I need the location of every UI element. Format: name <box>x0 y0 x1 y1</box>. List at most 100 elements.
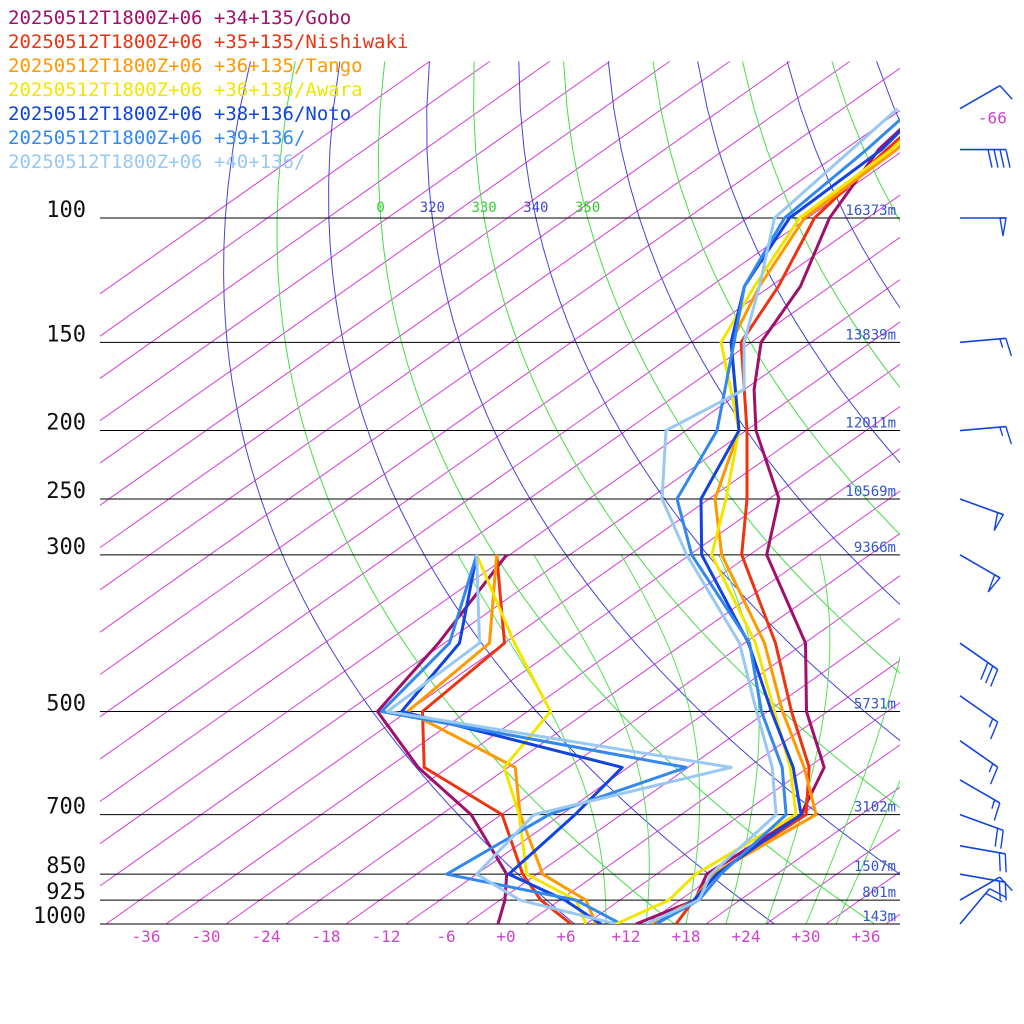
temperature-line-6 <box>655 117 900 924</box>
isotherm <box>100 60 430 295</box>
isotherm <box>100 60 730 506</box>
isotherm <box>100 60 490 337</box>
isotherm <box>100 60 610 422</box>
wind-barb <box>959 845 1007 873</box>
axis-labels: 100 16373m 150 13839m 200 12011m 250 10569m 300 9… <box>33 108 1007 946</box>
dry-adiabat <box>652 61 900 536</box>
dry-adiabat <box>328 61 776 924</box>
height-label: 1507m <box>854 859 896 875</box>
temperature-line-4 <box>615 139 900 924</box>
profiles <box>376 107 900 924</box>
pressure-label: 925 <box>46 880 86 905</box>
wind-barb <box>959 642 999 687</box>
isotherm <box>285 490 900 924</box>
wind-barb <box>959 84 1013 110</box>
height-label: 16373m <box>845 203 896 219</box>
isotherm <box>525 659 900 924</box>
wind-barb <box>959 873 1007 901</box>
isotherm <box>645 744 900 924</box>
moist-adiabat <box>620 554 701 924</box>
dewpoint-line-3 <box>406 554 598 924</box>
theta-label: 320 <box>420 200 445 216</box>
isotherm <box>100 194 900 760</box>
height-label: 143m <box>862 909 896 925</box>
legend-item-5: 20250512T1800Z+06 +38+136/Noto <box>8 103 351 125</box>
isotherm <box>1006 61 1024 924</box>
theta-label: 0 <box>376 200 384 216</box>
dewpoint-line-4 <box>475 554 588 924</box>
theta-label: 330 <box>471 200 496 216</box>
wind-barb <box>959 888 1007 925</box>
temperature-tick-label: +0 <box>496 927 515 946</box>
height-label: 10569m <box>845 484 896 500</box>
pressure-label: 850 <box>46 854 86 879</box>
isotherm <box>100 321 900 887</box>
legend-item-7: 20250512T1800Z+06 +40+136/ <box>8 151 305 173</box>
legend-item-3: 20250512T1800Z+06 +36+135/Tango <box>8 55 363 77</box>
wind-barb <box>959 554 1001 593</box>
wind-barb <box>959 337 1013 357</box>
moist-adiabat <box>765 554 831 924</box>
wind-barb <box>959 425 1013 445</box>
wind-barb <box>960 148 1011 168</box>
temperature-tick-label: +30 <box>792 927 821 946</box>
dry-adiabat <box>223 61 576 924</box>
temperature-tick-label: +24 <box>732 927 761 946</box>
wind-barb <box>959 813 1004 849</box>
isotherm <box>100 60 850 591</box>
wind-barb <box>959 695 999 740</box>
height-label: 12011m <box>845 416 896 432</box>
pressure-label: 200 <box>46 411 86 436</box>
height-label: 13839m <box>845 327 896 343</box>
wind-barb <box>959 779 1001 821</box>
height-label: 801m <box>862 885 896 901</box>
legend-item-4: 20250512T1800Z+06 +36+136/Awara <box>8 79 363 101</box>
isotherm <box>100 152 900 718</box>
dewpoint-line-1 <box>376 553 509 924</box>
theta-label: 340 <box>523 200 548 216</box>
isotherm <box>100 60 790 549</box>
moist-adiabat <box>835 779 900 924</box>
isotherm <box>405 575 900 924</box>
temperature-tick-label: -24 <box>252 927 281 946</box>
dewpoint-line-7 <box>386 554 733 924</box>
pressure-label: 700 <box>46 795 86 820</box>
isobars <box>100 217 900 925</box>
moist-adiabat <box>805 654 900 924</box>
wind-barbs <box>959 84 1013 925</box>
temperature-tick-label: -36 <box>132 927 161 946</box>
dry-adiabat <box>607 61 900 606</box>
background-lines <box>100 60 1024 924</box>
legend-item-2: 20250512T1800Z+06 +35+135/Nishiwaki <box>8 31 408 53</box>
isotherm <box>345 532 900 924</box>
isotherm <box>585 702 900 924</box>
pressure-label: 150 <box>46 322 86 347</box>
temperature-tick-label: +6 <box>556 927 575 946</box>
theta-label: 350 <box>575 200 600 216</box>
legend-item-1: 20250512T1800Z+06 +34+135/Gobo <box>8 7 351 29</box>
isotherm <box>100 60 670 464</box>
wind-barb <box>960 217 1007 237</box>
isotherm <box>100 279 900 845</box>
temperature-tick-label: -6 <box>436 927 455 946</box>
pressure-label: 250 <box>46 479 86 504</box>
isotherm <box>100 67 900 633</box>
height-label: 9366m <box>854 540 896 556</box>
temperature-line-7 <box>645 107 899 924</box>
dry-adiabat <box>377 61 876 924</box>
temperature-tick-label: +12 <box>612 927 641 946</box>
moist-adiabat <box>457 554 607 924</box>
dewpoint-line-2 <box>421 554 572 924</box>
pressure-label: 300 <box>46 535 86 560</box>
dry-adiabat <box>276 61 676 924</box>
temperature-line-5 <box>655 129 900 924</box>
dewpoint-line-6 <box>380 554 688 924</box>
temperature-tick-label: -30 <box>192 927 221 946</box>
isotherm <box>100 60 550 379</box>
dry-adiabat <box>563 61 900 674</box>
isotherm <box>885 913 900 924</box>
temperature-tick-label: +36 <box>852 927 881 946</box>
dry-adiabat <box>518 61 900 742</box>
wind-barb <box>959 498 1005 531</box>
